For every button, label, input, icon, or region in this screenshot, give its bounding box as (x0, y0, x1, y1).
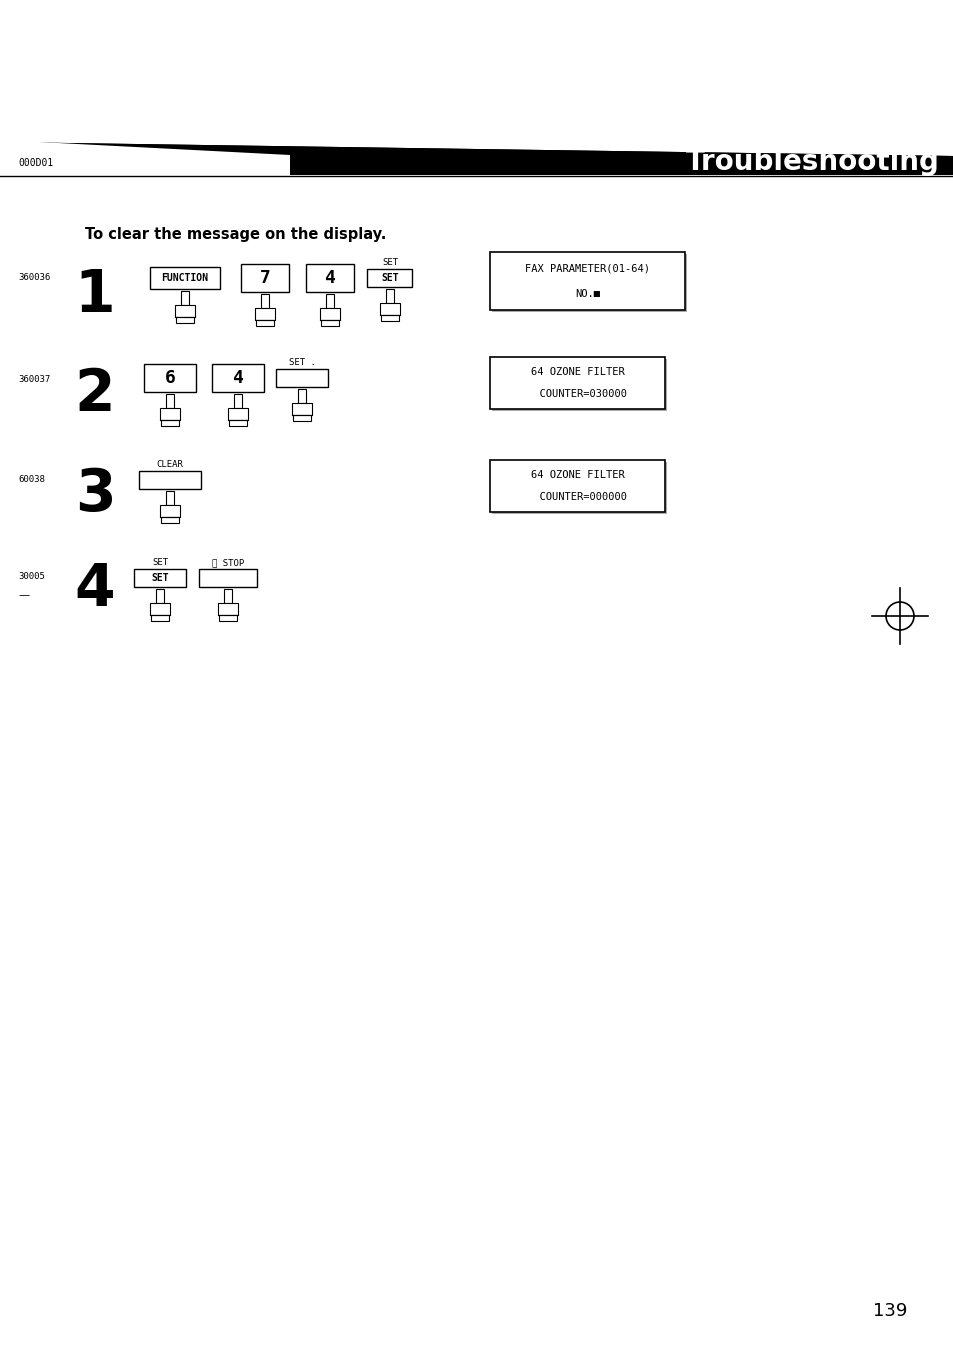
Text: SET .: SET . (288, 357, 315, 367)
Text: —: — (18, 590, 30, 600)
Bar (490, 460, 664, 513)
Text: 4: 4 (74, 561, 115, 618)
Bar (161, 517, 179, 523)
Bar (490, 252, 684, 310)
Bar (241, 264, 289, 291)
Bar (490, 357, 664, 409)
Bar (166, 394, 173, 407)
Bar (150, 603, 170, 615)
Bar (144, 364, 195, 393)
Text: FAX PARAMETER(01-64): FAX PARAMETER(01-64) (524, 263, 649, 274)
Bar (367, 268, 412, 287)
Bar (320, 320, 338, 326)
Bar (212, 364, 264, 393)
Text: FUNCTION: FUNCTION (161, 272, 209, 283)
Text: 3: 3 (74, 467, 115, 523)
Text: 6: 6 (164, 370, 175, 387)
Text: 360037: 360037 (18, 375, 51, 384)
Bar (379, 304, 399, 316)
Bar (229, 420, 247, 426)
Bar (219, 615, 236, 621)
Bar (261, 294, 269, 308)
Text: NO.■: NO.■ (575, 289, 599, 298)
Text: Ⓢ STOP: Ⓢ STOP (212, 558, 244, 567)
Polygon shape (0, 142, 953, 175)
Bar (319, 308, 339, 320)
Text: SET: SET (381, 258, 397, 267)
Bar (224, 590, 232, 603)
Bar (156, 590, 164, 603)
Text: SET: SET (381, 272, 398, 283)
Text: 64 OZONE FILTER: 64 OZONE FILTER (530, 367, 623, 376)
Text: 60038: 60038 (18, 475, 45, 484)
Bar (199, 569, 256, 587)
Text: 4: 4 (233, 370, 243, 387)
Text: 360036: 360036 (18, 272, 51, 282)
Bar (160, 505, 180, 517)
Text: SET: SET (151, 573, 169, 583)
Bar (275, 370, 328, 387)
Text: 2: 2 (74, 367, 115, 424)
Bar (492, 254, 686, 312)
Bar (139, 471, 201, 488)
Bar (492, 461, 666, 514)
Text: 4: 4 (324, 268, 335, 287)
Bar (151, 615, 169, 621)
Text: 30005: 30005 (18, 572, 45, 581)
Bar (297, 389, 306, 403)
Bar (218, 603, 237, 615)
Text: 64 OZONE FILTER: 64 OZONE FILTER (530, 469, 623, 479)
Text: Troubleshooting: Troubleshooting (685, 148, 939, 175)
Bar (161, 420, 179, 426)
Bar (380, 316, 398, 321)
Text: 000D01: 000D01 (18, 158, 53, 169)
Bar (293, 415, 311, 421)
Text: CLEAR: CLEAR (156, 460, 183, 469)
Bar (254, 308, 274, 320)
Text: To clear the message on the display.: To clear the message on the display. (85, 227, 386, 241)
Bar (175, 317, 193, 322)
Bar (233, 394, 242, 407)
Bar (150, 267, 220, 289)
Bar (174, 305, 194, 317)
Bar (492, 359, 666, 411)
Bar (292, 403, 312, 415)
Bar (326, 294, 334, 308)
Text: COUNTER=000000: COUNTER=000000 (527, 492, 627, 502)
Text: 7: 7 (259, 268, 270, 287)
Bar (166, 491, 173, 505)
Bar (160, 407, 180, 420)
Bar (255, 320, 274, 326)
Bar (386, 289, 394, 304)
Bar (133, 569, 186, 587)
Text: COUNTER=030000: COUNTER=030000 (527, 390, 627, 399)
Text: 1: 1 (74, 267, 115, 324)
Bar (306, 264, 354, 291)
Text: SET: SET (152, 558, 168, 567)
Bar (181, 291, 189, 305)
Text: 139: 139 (872, 1302, 906, 1321)
Bar (228, 407, 248, 420)
Polygon shape (0, 140, 290, 175)
